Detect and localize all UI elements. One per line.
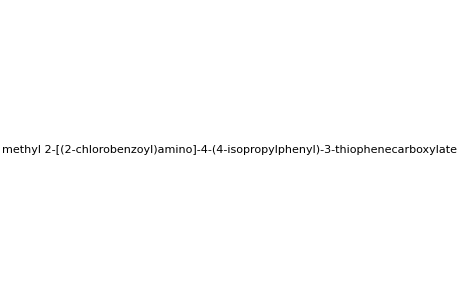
Text: methyl 2-[(2-chlorobenzoyl)amino]-4-(4-isopropylphenyl)-3-thiophenecarboxylate: methyl 2-[(2-chlorobenzoyl)amino]-4-(4-i…: [2, 145, 457, 155]
